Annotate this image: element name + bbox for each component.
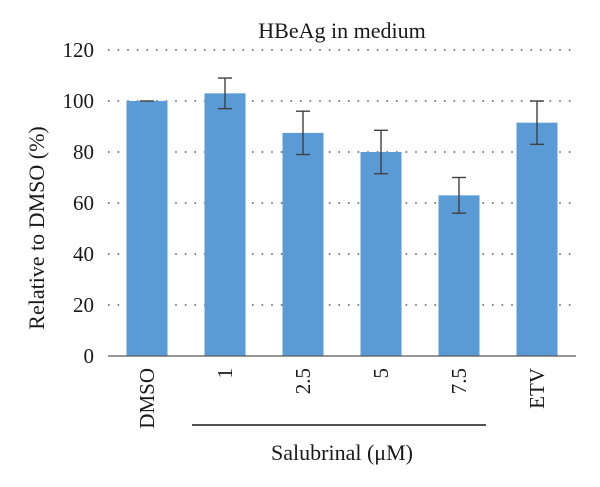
bar	[360, 152, 402, 356]
x-tick-label: ETV	[525, 368, 549, 409]
gridlines	[108, 49, 576, 306]
x-tick-label: 5	[369, 368, 393, 379]
group-label: Salubrinal (μM)	[271, 440, 413, 465]
x-tick-label: 1	[213, 368, 237, 379]
error-bar	[452, 176, 466, 214]
y-tick-labels: 0 20 40 60 80 100 120	[63, 38, 95, 368]
bar	[282, 132, 324, 356]
y-tick-label: 120	[63, 38, 95, 62]
error-bar	[296, 110, 310, 156]
bar	[204, 93, 246, 356]
bars	[126, 93, 558, 356]
error-bar	[374, 129, 388, 175]
y-tick-label: 0	[84, 344, 95, 368]
x-tick-label: 2.5	[291, 368, 315, 394]
y-tick-label: 20	[73, 293, 94, 317]
error-bar	[218, 77, 232, 110]
error-bar	[530, 100, 544, 146]
bar	[438, 195, 480, 356]
error-bars	[140, 77, 544, 214]
bar	[126, 101, 168, 356]
y-axis-label: Relative to DMSO (%)	[24, 126, 49, 329]
x-tick-labels: DMSO 1 2.5 5 7.5 ETV	[135, 368, 549, 429]
bar	[516, 122, 558, 356]
y-tick-label: 60	[73, 191, 94, 215]
y-tick-label: 40	[73, 242, 94, 266]
chart-title: HBeAg in medium	[258, 18, 425, 43]
x-tick-label: 7.5	[447, 368, 471, 394]
y-tick-label: 80	[73, 140, 94, 164]
x-tick-label: DMSO	[135, 368, 159, 429]
y-tick-label: 100	[63, 89, 95, 113]
